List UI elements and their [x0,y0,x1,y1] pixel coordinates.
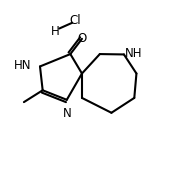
Text: H: H [51,25,60,38]
Text: HN: HN [14,59,31,72]
Text: N: N [63,107,72,120]
Text: NH: NH [125,47,143,60]
Text: O: O [77,32,87,45]
Text: Cl: Cl [69,14,81,27]
